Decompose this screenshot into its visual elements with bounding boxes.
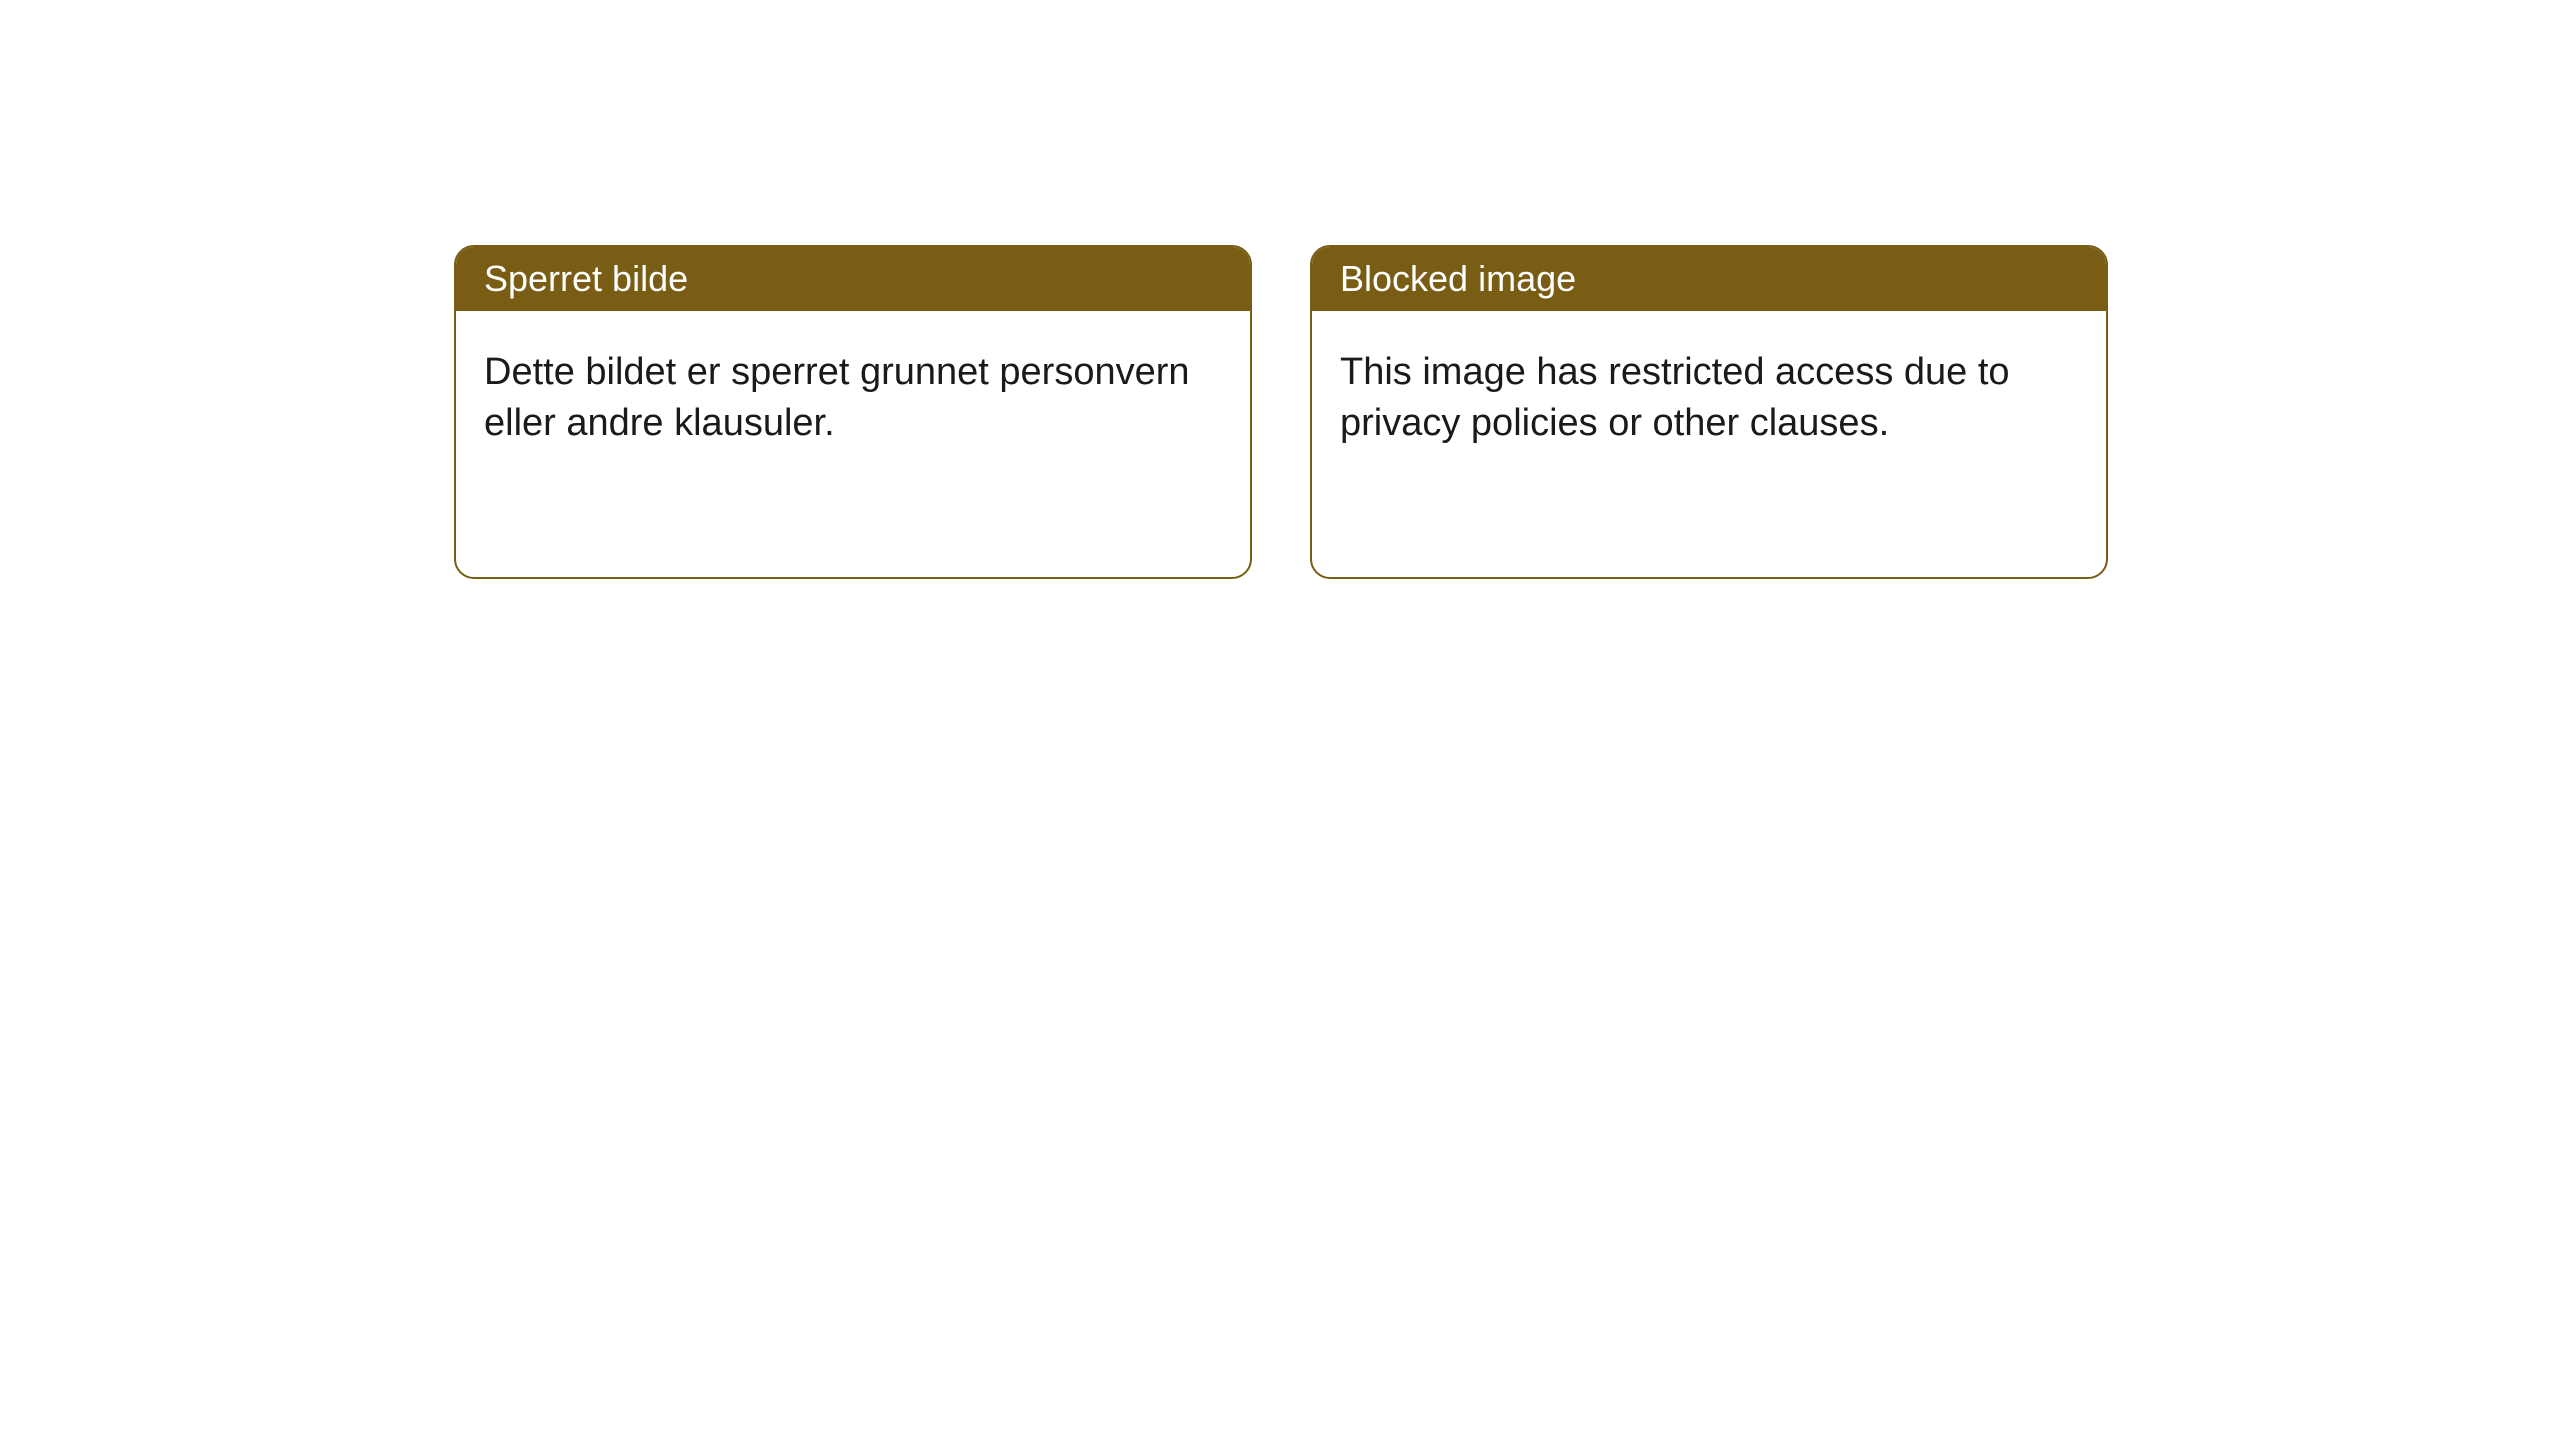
card-body: Dette bildet er sperret grunnet personve… (456, 311, 1250, 486)
card-header: Sperret bilde (456, 247, 1250, 311)
card-body: This image has restricted access due to … (1312, 311, 2106, 486)
card-body-text: Dette bildet er sperret grunnet personve… (484, 351, 1190, 444)
cards-container: Sperret bilde Dette bildet er sperret gr… (454, 245, 2108, 579)
blocked-image-card-english: Blocked image This image has restricted … (1310, 245, 2108, 579)
card-title: Blocked image (1340, 258, 1576, 299)
card-header: Blocked image (1312, 247, 2106, 311)
blocked-image-card-norwegian: Sperret bilde Dette bildet er sperret gr… (454, 245, 1252, 579)
card-title: Sperret bilde (484, 258, 688, 299)
card-body-text: This image has restricted access due to … (1340, 351, 2010, 444)
